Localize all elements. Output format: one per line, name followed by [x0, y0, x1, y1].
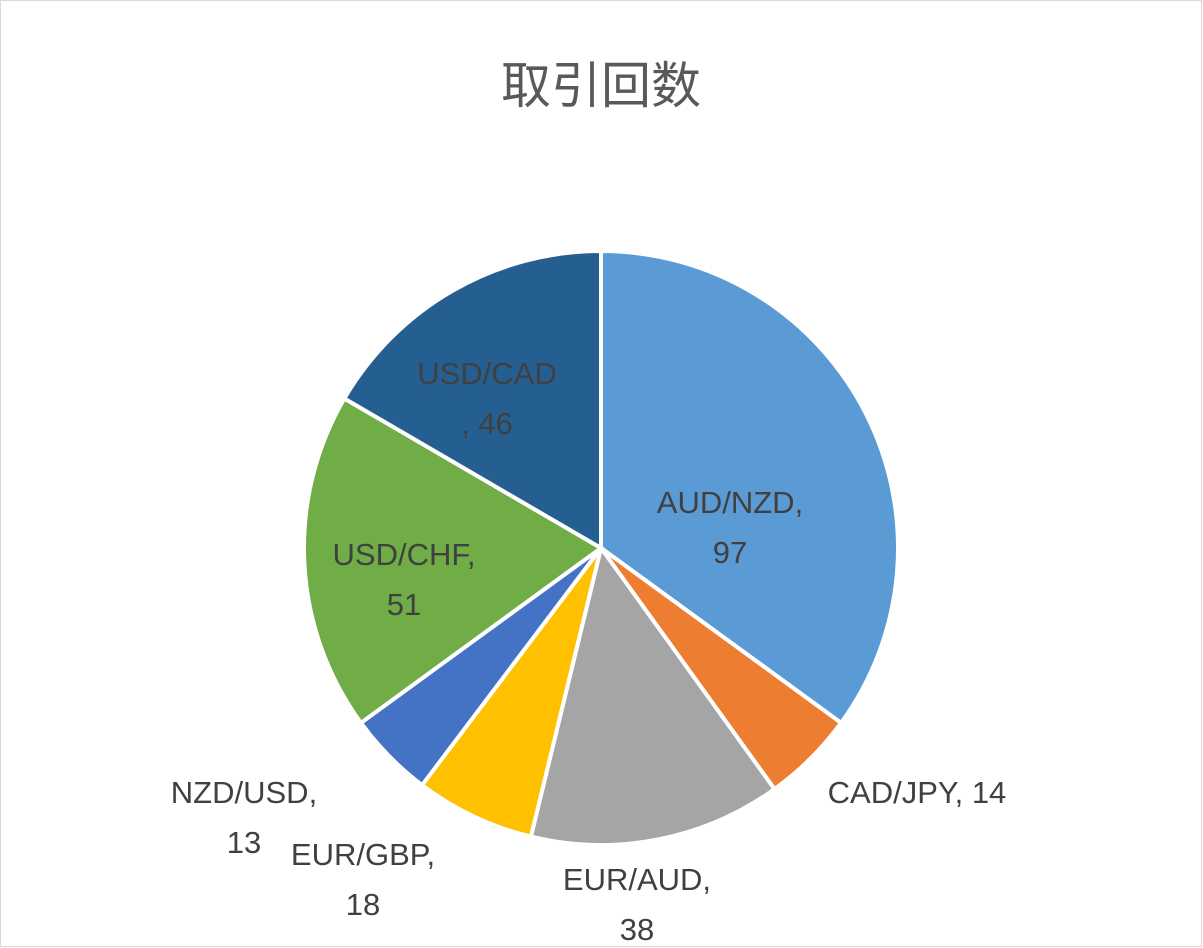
- pie-slice: [419, 546, 603, 840]
- pie: [302, 248, 900, 847]
- pie-slice: [341, 248, 603, 552]
- data-labels: AUD/NZD, 97 CAD/JPY, 14 EUR/AUD, 38 EUR/GBP, 1…: [171, 356, 1007, 947]
- pie-slice: [528, 543, 778, 847]
- pie-slice: [599, 248, 900, 726]
- data-label: USD/CAD: [417, 356, 557, 391]
- data-label: EUR/GBP,: [291, 837, 435, 872]
- data-label: 51: [387, 587, 421, 622]
- data-label: NZD/USD,: [171, 775, 317, 810]
- pie-slice: [302, 395, 605, 726]
- data-label: USD/CHF,: [333, 537, 476, 572]
- data-label: , 46: [461, 406, 513, 441]
- data-label: 38: [620, 912, 654, 947]
- chart-title: 取引回数: [501, 58, 701, 114]
- data-label: AUD/NZD,: [657, 485, 803, 520]
- data-label: EUR/AUD,: [563, 862, 711, 897]
- data-label: CAD/JPY, 14: [828, 775, 1007, 810]
- data-label: 13: [227, 825, 261, 860]
- data-label: 18: [346, 887, 380, 922]
- data-label: 97: [713, 535, 747, 570]
